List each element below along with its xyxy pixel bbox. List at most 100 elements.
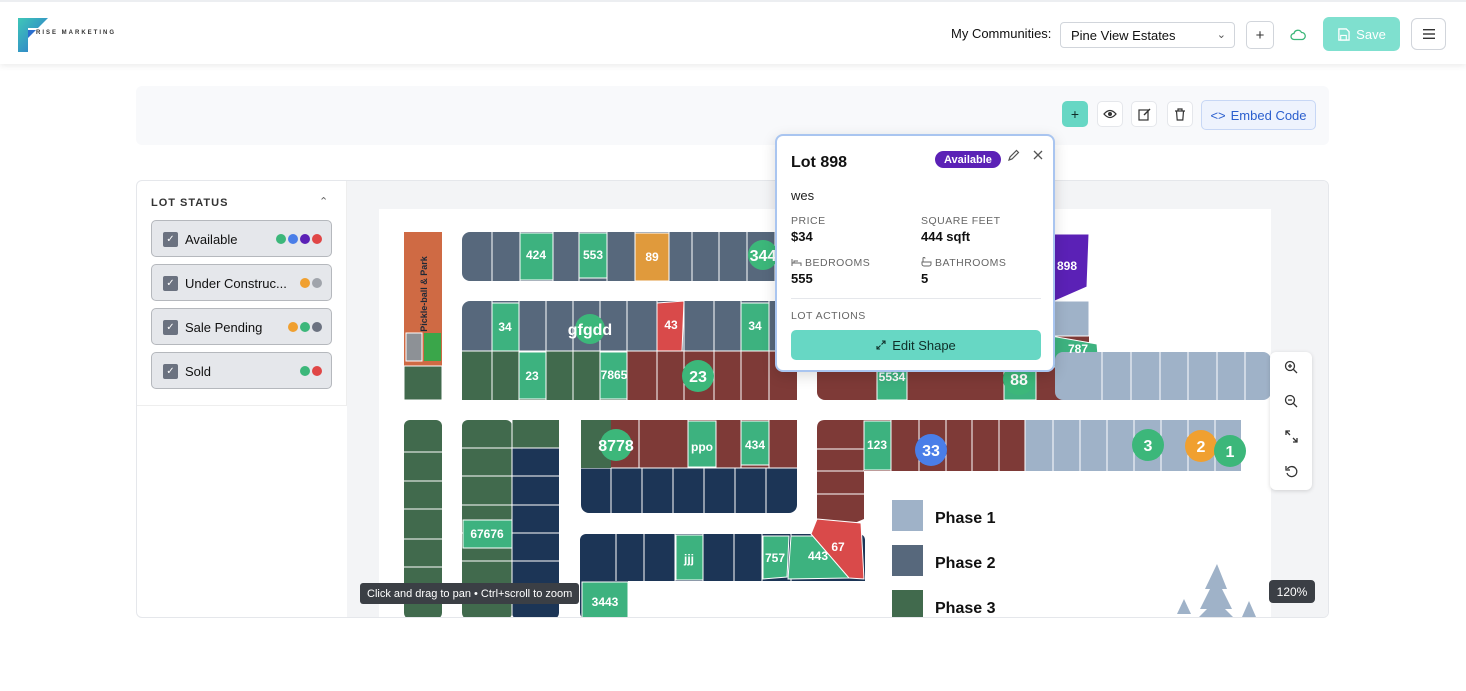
lot[interactable] bbox=[687, 420, 717, 468]
add-community-button[interactable]: + bbox=[1246, 21, 1274, 49]
zoom-in-button[interactable] bbox=[1278, 354, 1304, 380]
lot-status-sidebar: LOT STATUS ⌃ ✓ Available ✓ Under Constru… bbox=[137, 181, 347, 406]
checkbox-checked-icon[interactable]: ✓ bbox=[163, 320, 178, 335]
main-menu-button[interactable] bbox=[1411, 18, 1446, 50]
community-select[interactable]: Pine View Estates ⌄ bbox=[1060, 22, 1235, 48]
lot-marker[interactable] bbox=[1214, 435, 1246, 467]
lot[interactable] bbox=[634, 232, 670, 282]
lot-label[interactable]: 5534 bbox=[879, 370, 906, 384]
rise-marketing-logo[interactable] bbox=[16, 16, 126, 54]
lot-label[interactable]: 43 bbox=[664, 318, 678, 332]
zoom-controls bbox=[1270, 352, 1312, 490]
lot-label[interactable]: 3443 bbox=[592, 595, 619, 609]
lot-label[interactable]: 23 bbox=[689, 369, 707, 386]
lot[interactable] bbox=[518, 351, 547, 400]
edit-icon bbox=[1137, 108, 1150, 121]
lot-marker[interactable] bbox=[600, 429, 632, 461]
delete-map-button[interactable] bbox=[1167, 101, 1193, 127]
status-label: Sold bbox=[185, 364, 212, 379]
site-plan-canvas[interactable]: Pickle-ball & Park bbox=[379, 209, 1271, 618]
lot-label[interactable]: ppo bbox=[691, 440, 713, 454]
lot[interactable] bbox=[519, 232, 554, 281]
lot-label[interactable]: 67 bbox=[831, 540, 845, 554]
lot[interactable] bbox=[656, 300, 685, 352]
lot-label[interactable]: gfgdd bbox=[568, 322, 612, 339]
lot-label[interactable]: 33 bbox=[922, 443, 940, 460]
legend-swatch bbox=[892, 590, 923, 617]
status-label: Sale Pending bbox=[185, 320, 263, 335]
lot[interactable] bbox=[578, 232, 608, 279]
lot-label[interactable]: 34 bbox=[498, 320, 512, 334]
lot-label[interactable]: 553 bbox=[583, 248, 603, 262]
preview-button[interactable] bbox=[1097, 101, 1123, 127]
status-filter-sold[interactable]: ✓ Sold bbox=[151, 352, 332, 389]
fit-to-screen-button[interactable] bbox=[1278, 423, 1304, 449]
lot-marker[interactable] bbox=[575, 314, 605, 344]
lot[interactable] bbox=[599, 351, 628, 400]
lot-marker[interactable] bbox=[1132, 429, 1164, 461]
lot[interactable] bbox=[810, 518, 865, 580]
lot-label[interactable]: 23 bbox=[525, 369, 539, 383]
lot[interactable] bbox=[740, 420, 770, 466]
lot-label[interactable]: 3 bbox=[1144, 438, 1153, 455]
lot-marker[interactable] bbox=[682, 360, 714, 392]
lot[interactable] bbox=[876, 368, 908, 401]
edit-map-button[interactable] bbox=[1131, 101, 1157, 127]
map-toolbar-panel bbox=[136, 86, 1329, 145]
lot-label[interactable]: 8778 bbox=[598, 438, 634, 455]
lot-label[interactable]: 443 bbox=[808, 549, 828, 563]
status-filter-available[interactable]: ✓ Available bbox=[151, 220, 332, 257]
lot[interactable] bbox=[462, 519, 513, 549]
lot-label[interactable]: 123 bbox=[867, 438, 887, 452]
zoom-out-icon bbox=[1284, 394, 1298, 408]
lot[interactable] bbox=[740, 302, 770, 352]
checkbox-checked-icon[interactable]: ✓ bbox=[163, 364, 178, 379]
embed-code-button[interactable]: <> Embed Code bbox=[1201, 100, 1316, 130]
lot-label[interactable]: 89 bbox=[645, 250, 659, 264]
map-viewport[interactable]: Pickle-ball & Park bbox=[347, 181, 1328, 618]
lot[interactable] bbox=[675, 534, 704, 581]
lot-label[interactable]: 344 bbox=[750, 248, 777, 265]
save-button[interactable]: Save bbox=[1323, 17, 1400, 51]
pencil-icon[interactable] bbox=[1007, 149, 1020, 162]
lot-marker[interactable] bbox=[1185, 430, 1217, 462]
lot[interactable] bbox=[863, 420, 892, 471]
lot-status-title: LOT STATUS bbox=[151, 197, 229, 209]
status-dots bbox=[300, 278, 322, 288]
lot[interactable] bbox=[762, 535, 790, 580]
lot-title: Lot 898 bbox=[791, 154, 848, 171]
lot-label[interactable]: 2 bbox=[1197, 439, 1206, 456]
edit-shape-button[interactable]: Edit Shape bbox=[791, 330, 1041, 360]
checkbox-checked-icon[interactable]: ✓ bbox=[163, 232, 178, 247]
chevron-up-icon[interactable]: ⌃ bbox=[319, 196, 329, 208]
lot-label[interactable]: 88 bbox=[1010, 372, 1028, 389]
chevron-down-icon: ⌄ bbox=[1216, 29, 1226, 41]
lot-label[interactable]: 1 bbox=[1226, 444, 1235, 461]
block-row-1 bbox=[462, 232, 802, 282]
lot[interactable] bbox=[581, 581, 629, 618]
lot-marker[interactable] bbox=[915, 434, 947, 466]
lot-label[interactable]: 34 bbox=[748, 319, 762, 333]
reset-view-button[interactable] bbox=[1278, 458, 1304, 484]
zoom-out-button[interactable] bbox=[1278, 388, 1304, 414]
lot-marker[interactable] bbox=[748, 240, 778, 270]
communities-label: My Communities: bbox=[951, 26, 1052, 41]
close-icon[interactable] bbox=[1033, 150, 1043, 160]
lot-label[interactable]: 757 bbox=[765, 551, 785, 565]
status-filter-sale-pending[interactable]: ✓ Sale Pending bbox=[151, 308, 332, 345]
legend-label: Phase 1 bbox=[935, 510, 996, 527]
lot-label[interactable]: jjj bbox=[683, 552, 694, 566]
plus-icon: + bbox=[1070, 106, 1080, 122]
lot-label[interactable]: 67676 bbox=[470, 527, 504, 541]
status-filter-under-construction[interactable]: ✓ Under Construc... bbox=[151, 264, 332, 301]
checkbox-checked-icon[interactable]: ✓ bbox=[163, 276, 178, 291]
status-dot bbox=[276, 234, 286, 244]
lot-label[interactable]: 434 bbox=[745, 438, 765, 452]
lot-label[interactable]: 424 bbox=[526, 248, 546, 262]
lot-label[interactable]: 787 bbox=[1068, 342, 1088, 356]
lot-label[interactable]: 7865 bbox=[601, 368, 628, 382]
lot-label[interactable]: 898 bbox=[1057, 259, 1077, 273]
lot[interactable] bbox=[491, 302, 520, 352]
sqft-label: SQUARE FEET bbox=[921, 215, 1001, 227]
add-lot-button[interactable]: + bbox=[1062, 101, 1088, 127]
